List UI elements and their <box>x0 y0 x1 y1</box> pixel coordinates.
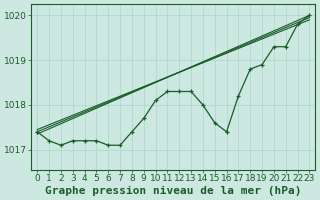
X-axis label: Graphe pression niveau de la mer (hPa): Graphe pression niveau de la mer (hPa) <box>45 186 301 196</box>
